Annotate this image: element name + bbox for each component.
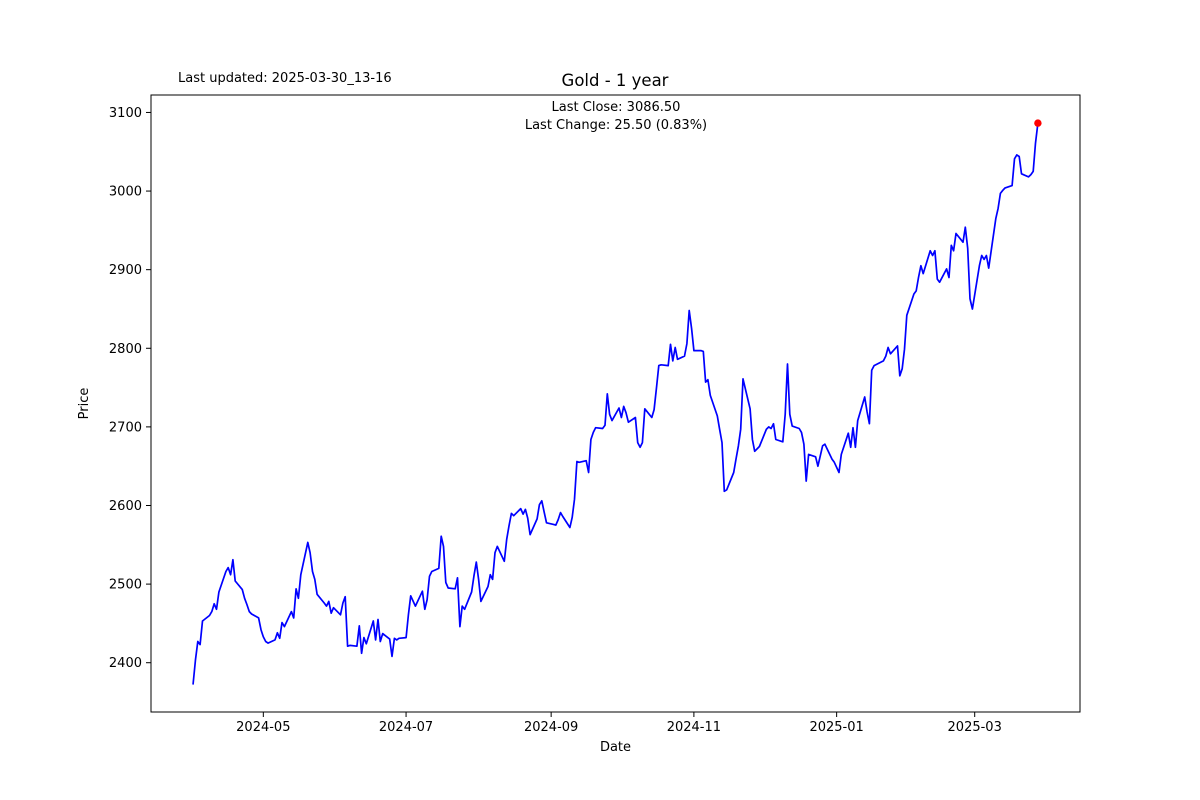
y-tick-label: 2800 (109, 342, 142, 357)
x-tick-label: 2025-01 (809, 720, 863, 735)
chart-title: Gold - 1 year (562, 71, 669, 90)
last-price-marker (1034, 119, 1042, 127)
x-axis-label: Date (600, 740, 631, 755)
x-tick-label: 2024-09 (524, 720, 578, 735)
x-tick-label: 2024-05 (236, 720, 290, 735)
y-tick-label: 3100 (109, 106, 142, 121)
gold-price-line (192, 122, 1039, 685)
y-axis-ticks: 2400 2500 2600 2700 2800 2900 3000 3100 (109, 106, 151, 671)
last-updated-text: Last updated: 2025-03-30_13-16 (178, 71, 392, 86)
y-tick-label: 2900 (109, 263, 142, 278)
x-tick-label: 2024-07 (379, 720, 433, 735)
x-tick-label: 2025-03 (948, 720, 1002, 735)
y-axis-label: Price (77, 388, 92, 420)
y-tick-label: 3000 (109, 185, 142, 200)
annotation-last-close: Last Close: 3086.50 (552, 100, 681, 115)
x-tick-label: 2024-11 (667, 720, 721, 735)
y-tick-label: 2500 (109, 578, 142, 593)
series-group (192, 119, 1042, 685)
y-tick-label: 2400 (109, 656, 142, 671)
y-tick-label: 2600 (109, 499, 142, 514)
x-axis-ticks: 2024-05 2024-07 2024-09 2024-11 2025-01 2025-… (236, 712, 1002, 735)
axes-frame (150, 94, 1081, 713)
annotation-last-change: Last Change: 25.50 (0.83%) (525, 118, 707, 133)
y-tick-label: 2700 (109, 420, 142, 435)
